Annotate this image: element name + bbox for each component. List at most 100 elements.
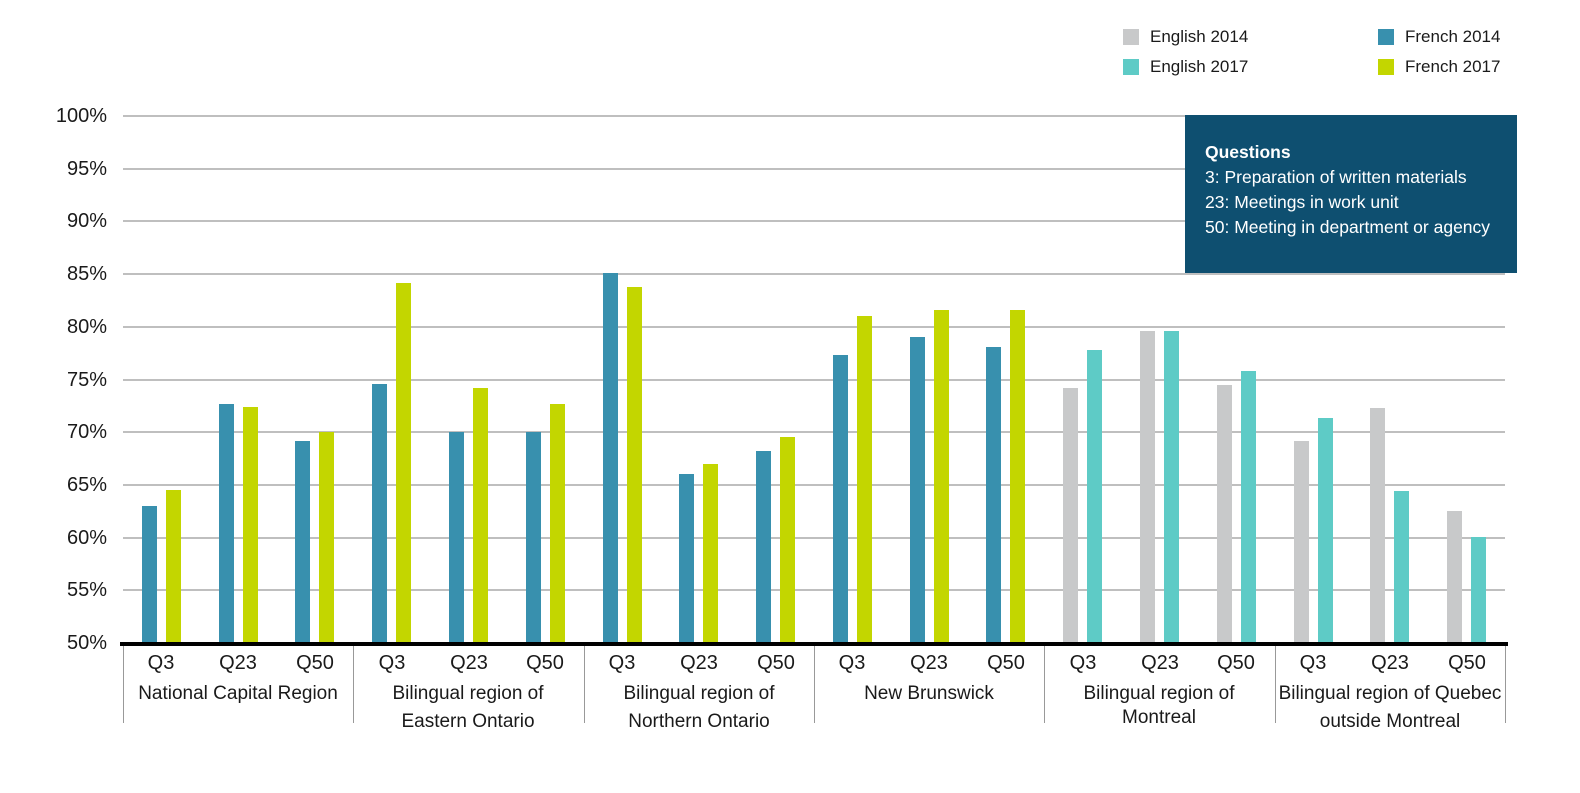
x-axis-question-label: Q50 (296, 652, 334, 674)
y-axis-tick-label: 70% (66, 421, 107, 444)
x-axis-question-label: Q3 (1299, 652, 1327, 674)
group-separator (584, 646, 585, 723)
bar-english-2017 (1318, 418, 1333, 643)
y-axis-tick-label: 100% (55, 105, 107, 127)
bar-english-2014 (1063, 387, 1078, 643)
bar-english-2014 (1217, 384, 1232, 643)
y-axis-tick-label: 55% (66, 579, 107, 602)
group-separator (1275, 646, 1276, 723)
legend-label: French 2014 (1405, 27, 1501, 46)
x-axis-group-label: New Brunswick (864, 683, 994, 704)
gridline (123, 167, 1505, 170)
bar-french-2014 (219, 403, 234, 643)
x-axis-question-label: Q50 (1217, 652, 1255, 674)
group-separator (1044, 646, 1045, 723)
x-axis-group-label: National Capital Region (138, 683, 338, 704)
x-axis-question-label: Q50 (1448, 652, 1486, 674)
bar-french-2014 (449, 432, 464, 643)
bar-french-2017 (243, 406, 258, 643)
bar-french-2017 (703, 463, 718, 643)
gridline (123, 431, 1505, 434)
bar-english-2017 (1241, 371, 1256, 643)
gridline (123, 115, 1505, 117)
questions-box-line-q50: 50: Meeting in department or agency (1205, 217, 1491, 237)
x-axis-group-label: Bilingual region of Quebec (1278, 683, 1502, 704)
legend-swatch-french-2017 (1378, 59, 1394, 75)
bar-french-2014 (756, 451, 771, 643)
y-axis-tick-label: 50% (66, 632, 107, 654)
y-axis-tick-label: 75% (66, 368, 107, 391)
gridline (123, 378, 1505, 381)
x-axis-group-label: Eastern Ontario (401, 711, 535, 732)
group-separator (814, 646, 815, 723)
gridline (123, 536, 1505, 539)
questions-box-line-q3: 3: Preparation of written materials (1205, 167, 1467, 187)
legend-item: English 2017 (1123, 58, 1303, 76)
x-axis-question-label: Q50 (757, 652, 795, 674)
bar-french-2017 (627, 286, 642, 643)
bar-english-2017 (1394, 491, 1409, 643)
bar-english-2017 (1164, 331, 1179, 643)
bar-french-2014 (679, 474, 694, 643)
legend-item: French 2014 (1378, 28, 1558, 46)
bar-french-2017 (550, 403, 565, 643)
bar-french-2014 (833, 355, 848, 643)
x-axis-question-label: Q23 (1141, 652, 1179, 674)
group-separator (123, 646, 124, 723)
bar-english-2017 (1471, 536, 1486, 643)
y-axis-tick-label: 60% (66, 526, 107, 549)
questions-box: Questions 3: Preparation of written mate… (1185, 115, 1517, 273)
x-axis-group-label: Northern Ontario (628, 711, 770, 732)
bar-french-2017 (857, 316, 872, 643)
group-separator (1505, 646, 1506, 723)
bar-french-2014 (603, 273, 618, 643)
x-axis-question-label: Q23 (1371, 652, 1409, 674)
bar-french-2014 (295, 440, 310, 643)
bar-french-2014 (142, 505, 157, 643)
bar-english-2014 (1370, 407, 1385, 643)
gridline (123, 483, 1505, 486)
questions-box-line-q23: 23: Meetings in work unit (1205, 192, 1399, 212)
bar-french-2017 (166, 490, 181, 643)
legend-item: French 2017 (1378, 58, 1558, 76)
bar-french-2014 (526, 432, 541, 643)
legend-swatch-english-2017 (1123, 59, 1139, 75)
x-axis-question-label: Q3 (1069, 652, 1097, 674)
x-axis-question-label: Q50 (526, 652, 564, 674)
bar-french-2017 (319, 432, 334, 643)
legend-swatch-english-2014 (1123, 29, 1139, 45)
x-axis-question-label: Q3 (378, 652, 406, 674)
bar-french-2017 (934, 309, 949, 643)
gridline (123, 325, 1505, 328)
x-axis-question-label: Q3 (147, 652, 175, 674)
legend-label: English 2017 (1150, 57, 1249, 76)
x-axis-question-label: Q23 (910, 652, 948, 674)
bar-french-2017 (780, 437, 795, 643)
x-axis-question-label: Q23 (450, 652, 488, 674)
gridline (123, 589, 1505, 592)
bar-french-2017 (396, 282, 411, 643)
x-axis-group-label: Bilingual region of (392, 683, 544, 704)
x-axis-question-label: Q23 (680, 652, 718, 674)
x-axis-group-label: Bilingual region of Montreal (1083, 683, 1235, 728)
bar-french-2017 (1010, 309, 1025, 643)
y-axis-tick-label: 80% (66, 315, 107, 338)
legend-swatch-french-2014 (1378, 29, 1394, 45)
bar-french-2014 (372, 383, 387, 643)
x-axis-line (120, 642, 1508, 646)
group-separator (353, 646, 354, 723)
bar-french-2014 (910, 337, 925, 643)
gridline (123, 220, 1505, 223)
bar-english-2014 (1294, 440, 1309, 643)
bar-english-2014 (1140, 331, 1155, 643)
gridline (123, 273, 1505, 276)
bar-english-2017 (1087, 349, 1102, 643)
y-axis-tick-label: 95% (66, 157, 107, 180)
x-axis-group-label: Bilingual region of (623, 683, 775, 704)
legend-label: English 2014 (1150, 27, 1249, 46)
x-axis-question-label: Q3 (838, 652, 866, 674)
x-axis-question-label: Q23 (219, 652, 257, 674)
bar-french-2017 (473, 387, 488, 643)
legend-item: English 2014 (1123, 28, 1303, 46)
